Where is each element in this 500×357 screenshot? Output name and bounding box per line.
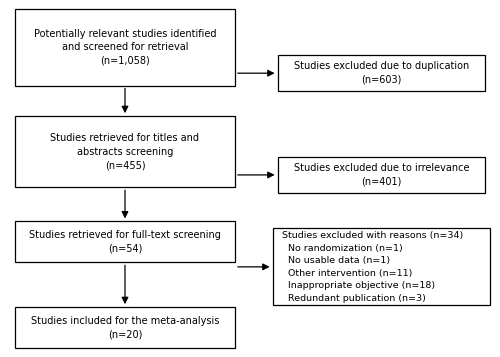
FancyBboxPatch shape: [278, 157, 485, 193]
Text: Studies excluded due to irrelevance
(n=401): Studies excluded due to irrelevance (n=4…: [294, 163, 469, 187]
FancyBboxPatch shape: [278, 55, 485, 91]
FancyBboxPatch shape: [15, 307, 235, 348]
FancyBboxPatch shape: [15, 9, 235, 86]
FancyBboxPatch shape: [15, 221, 235, 262]
Text: Studies excluded due to duplication
(n=603): Studies excluded due to duplication (n=6…: [294, 61, 469, 85]
Text: Studies retrieved for titles and
abstracts screening
(n=455): Studies retrieved for titles and abstrac…: [50, 133, 200, 170]
Text: Studies excluded with reasons (n=34)
  No randomization (n=1)
  No usable data (: Studies excluded with reasons (n=34) No …: [282, 231, 463, 303]
Text: Studies retrieved for full-text screening
(n=54): Studies retrieved for full-text screenin…: [29, 230, 221, 254]
FancyBboxPatch shape: [272, 228, 490, 305]
Text: Studies included for the meta-analysis
(n=20): Studies included for the meta-analysis (…: [31, 316, 219, 340]
FancyBboxPatch shape: [15, 116, 235, 187]
Text: Potentially relevant studies identified
and screened for retrieval
(n=1,058): Potentially relevant studies identified …: [34, 29, 216, 66]
